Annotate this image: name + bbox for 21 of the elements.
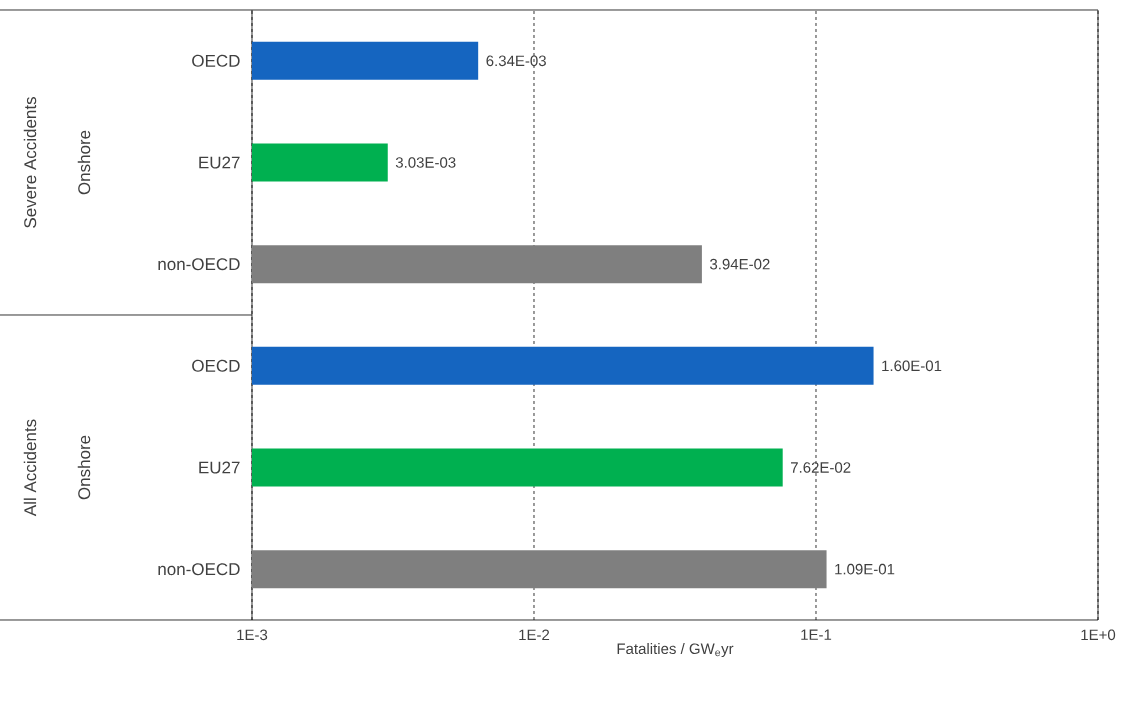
y-tick-label: non-OECD [158, 563, 240, 576]
text: Onshore [77, 435, 91, 500]
text: Severe Accidents [23, 96, 37, 228]
y-tick-label: OECD [192, 54, 240, 67]
x-axis-title: Fatalities / GW$_{e}$yr [617, 643, 734, 657]
text: All Accidents [23, 419, 37, 517]
data-label: 6.34E-03 [486, 55, 546, 67]
y-tick-label: OECD [192, 359, 240, 372]
data-label: 1.09E-01 [835, 563, 895, 575]
text: Onshore [77, 130, 91, 195]
y-tick-label: EU27 [199, 156, 240, 169]
data-label: 3.94E-02 [710, 258, 770, 270]
y-tick-label: EU27 [199, 461, 240, 474]
x-tick-label: 1E-3 [237, 629, 268, 641]
y-tick-label: non-OECD [158, 258, 240, 271]
x-tick-label: 1E-1 [801, 629, 832, 640]
x-tick-label: 1E-2 [519, 629, 550, 641]
data-label: 7.62E-02 [791, 462, 851, 473]
data-label: 3.03E-03 [395, 157, 456, 168]
x-tick-label: 1E+0 [1081, 629, 1116, 641]
data-label: 1.60E-01 [882, 360, 942, 372]
